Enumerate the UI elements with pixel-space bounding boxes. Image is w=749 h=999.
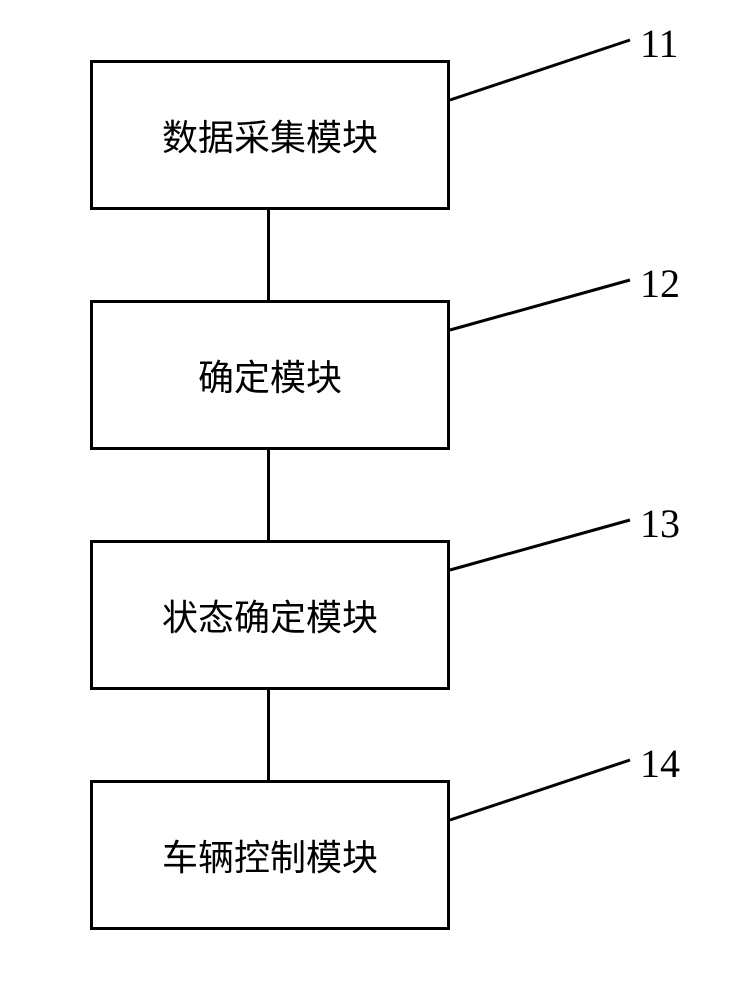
- ref-label-12: 12: [640, 260, 680, 307]
- leader-line-14: [0, 0, 749, 999]
- leader-line-segment: [450, 760, 630, 820]
- ref-label-11: 11: [640, 20, 679, 67]
- ref-label-13: 13: [640, 500, 680, 547]
- diagram-canvas: 数据采集模块 确定模块 状态确定模块 车辆控制模块 11 12 13 14: [0, 0, 749, 999]
- ref-label-14: 14: [640, 740, 680, 787]
